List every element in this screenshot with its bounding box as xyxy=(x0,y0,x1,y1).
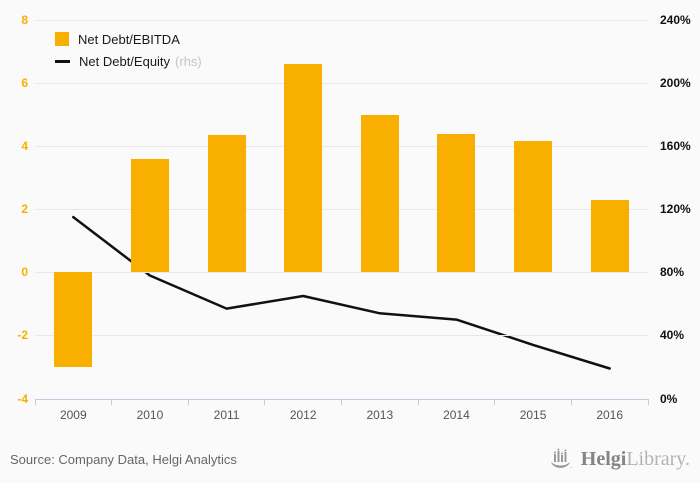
x-axis-year-label: 2013 xyxy=(366,407,394,422)
bar-2010 xyxy=(130,158,169,273)
source-text: Source: Company Data, Helgi Analytics xyxy=(10,452,237,467)
x-axis-tick xyxy=(264,398,266,405)
bar-2014 xyxy=(437,133,476,273)
right-axis-tick-label: 40% xyxy=(660,328,685,343)
left-axis-tick-label: 2 xyxy=(21,202,28,217)
gridline xyxy=(35,334,648,336)
legend-label-rhs-note: (rhs) xyxy=(175,53,202,69)
gridline xyxy=(35,19,648,21)
x-axis-tick xyxy=(341,398,342,405)
x-axis-tick xyxy=(494,398,496,405)
left-axis-tick-label: 8 xyxy=(21,13,28,27)
legend-label-net-debt-ebitda: Net Debt/EBITDA xyxy=(78,31,180,47)
chart-footer: Source: Company Data, Helgi Analytics He… xyxy=(0,438,700,483)
logo-text-helgi: Helgi xyxy=(580,448,627,470)
x-axis-year-label: 2014 xyxy=(443,407,470,422)
right-axis-tick-label: 200% xyxy=(660,76,691,91)
gridline xyxy=(35,208,648,210)
gridline xyxy=(35,271,648,273)
helgi-ship-icon xyxy=(550,448,572,469)
legend-label-net-debt-equity: Net Debt/Equity xyxy=(79,53,171,69)
bar-2011 xyxy=(207,135,246,273)
left-axis-tick-label: -2 xyxy=(17,328,28,343)
bar-2009 xyxy=(54,272,93,367)
right-axis-tick-label: 160% xyxy=(660,139,691,154)
x-axis-tick xyxy=(570,398,572,405)
chart-legend: Net Debt/EBITDA Net Debt/Equity (rhs) xyxy=(55,28,202,72)
bar-2015 xyxy=(514,141,553,273)
x-axis-tick xyxy=(647,398,649,405)
right-axis-tick-label: 0% xyxy=(660,391,678,406)
x-axis-tick xyxy=(187,398,189,405)
x-axis-year-label: 2016 xyxy=(596,407,624,422)
logo-text-library: Library. xyxy=(626,448,690,470)
line-series-swatch xyxy=(55,59,70,63)
left-axis-tick-label: 6 xyxy=(21,76,28,91)
helgi-library-logo: HelgiLibrary. xyxy=(549,444,690,474)
x-axis-year-label: 2010 xyxy=(136,407,164,422)
x-axis-year-label: 2015 xyxy=(519,407,547,422)
x-axis-year-label: 2009 xyxy=(59,407,87,422)
bar-2013 xyxy=(360,114,399,273)
left-axis-tick-label: -4 xyxy=(17,391,28,406)
gridline xyxy=(35,82,648,84)
x-axis-tick xyxy=(111,398,113,405)
bar-series-swatch xyxy=(55,32,69,46)
left-axis-tick-label: 4 xyxy=(21,139,28,154)
right-axis-tick-label: 240% xyxy=(660,13,691,27)
x-axis-year-label: 2012 xyxy=(289,407,317,422)
gridline xyxy=(35,145,648,147)
left-axis-tick-label: 0 xyxy=(21,265,28,280)
legend-item-net-debt-ebitda: Net Debt/EBITDA xyxy=(55,28,202,50)
logo-text: HelgiLibrary. xyxy=(581,444,690,474)
bar-2016 xyxy=(590,199,629,273)
x-axis-year-label: 2011 xyxy=(213,407,240,422)
x-axis-tick xyxy=(34,398,36,405)
bar-2012 xyxy=(284,64,323,273)
legend-item-net-debt-equity: Net Debt/Equity (rhs) xyxy=(55,50,202,72)
x-axis-tick xyxy=(417,398,419,405)
right-axis-tick-label: 120% xyxy=(660,202,691,217)
right-axis-tick-label: 80% xyxy=(660,265,685,280)
